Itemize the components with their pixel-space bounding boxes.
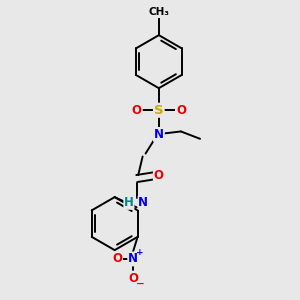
Text: S: S (154, 104, 164, 117)
Text: H: H (124, 196, 134, 209)
Text: −: − (136, 278, 145, 288)
Text: N: N (128, 252, 138, 266)
Text: O: O (176, 104, 186, 117)
Text: CH₃: CH₃ (148, 7, 169, 17)
Text: N: N (138, 196, 148, 209)
Text: O: O (154, 169, 164, 182)
Text: N: N (154, 128, 164, 141)
Text: O: O (128, 272, 138, 285)
Text: O: O (132, 104, 142, 117)
Text: O: O (112, 252, 122, 266)
Text: +: + (136, 248, 143, 257)
